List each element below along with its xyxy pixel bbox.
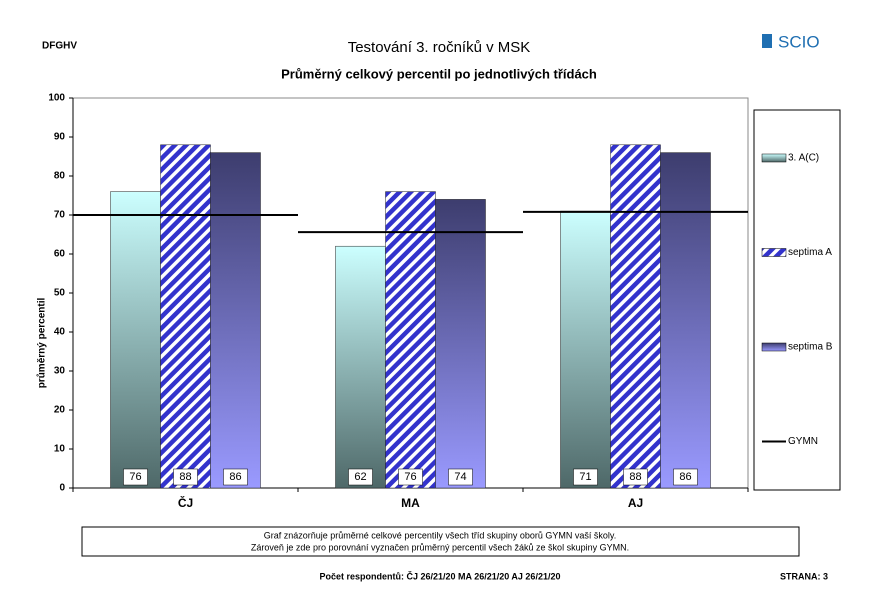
y-axis-label: průměrný percentil (36, 297, 48, 388)
value-label-box (173, 468, 198, 486)
bar (210, 152, 261, 489)
y-tick-label: 20 (54, 405, 66, 416)
bar (660, 152, 711, 489)
legend (753, 109, 841, 491)
value-label-box (623, 468, 648, 486)
page-number: STRANA: 3 (780, 571, 828, 581)
x-tick-label: ČJ (178, 495, 193, 510)
legend-label: septima B (788, 342, 833, 353)
value-label: 86 (679, 471, 691, 483)
value-label-box (448, 468, 473, 486)
y-tick-label: 60 (54, 249, 66, 260)
logo: SCIO (778, 32, 820, 51)
bar (610, 144, 661, 489)
value-label-box (123, 468, 148, 486)
logo-mark (762, 34, 772, 48)
respondents: Počet respondentů: ČJ 26/21/20 MA 26/21/… (320, 570, 561, 581)
value-label: 88 (179, 471, 191, 483)
value-label-box (398, 468, 423, 486)
chart-subtitle: Průměrný celkový percentil po jednotlivý… (281, 66, 597, 81)
bar (160, 144, 211, 489)
y-tick-label: 0 (59, 483, 65, 494)
y-tick-label: 80 (54, 171, 66, 182)
value-label-box (348, 468, 373, 486)
y-tick-label: 10 (54, 444, 66, 455)
value-label: 62 (354, 471, 366, 483)
x-tick-label: AJ (628, 496, 643, 510)
legend-label: septima A (788, 247, 832, 258)
bar (110, 191, 161, 489)
legend-swatch (761, 248, 787, 257)
bar (385, 191, 436, 489)
legend-swatch (761, 153, 787, 163)
note: Graf znázorňuje průměrné celkové percent… (264, 530, 616, 540)
value-label-box (223, 468, 248, 486)
value-label: 88 (629, 471, 641, 483)
chart-title: Testování 3. ročníků v MSK (348, 39, 531, 56)
bar (560, 210, 611, 489)
note: Zároveň je zde pro porovnání vyznačen pr… (251, 542, 629, 552)
bar (435, 199, 486, 489)
legend-swatch (761, 342, 787, 352)
value-label: 76 (404, 471, 416, 483)
y-tick-label: 100 (48, 93, 65, 104)
value-label: 74 (454, 471, 466, 483)
y-tick-label: 40 (54, 327, 66, 338)
y-tick-label: 30 (54, 366, 66, 377)
legend-label: 3. A(C) (788, 153, 819, 164)
y-tick-label: 70 (54, 210, 66, 221)
x-tick-label: MA (401, 496, 420, 510)
value-label: 86 (229, 471, 241, 483)
value-label-box (573, 468, 598, 486)
note-box (81, 526, 800, 557)
legend-label: GYMN (788, 436, 818, 447)
y-tick-label: 90 (54, 132, 66, 143)
value-label-box (673, 468, 698, 486)
y-tick-label: 50 (54, 288, 66, 299)
value-label: 71 (579, 471, 591, 483)
bar (335, 245, 386, 489)
value-label: 76 (129, 471, 141, 483)
code: DFGHV (42, 41, 77, 52)
